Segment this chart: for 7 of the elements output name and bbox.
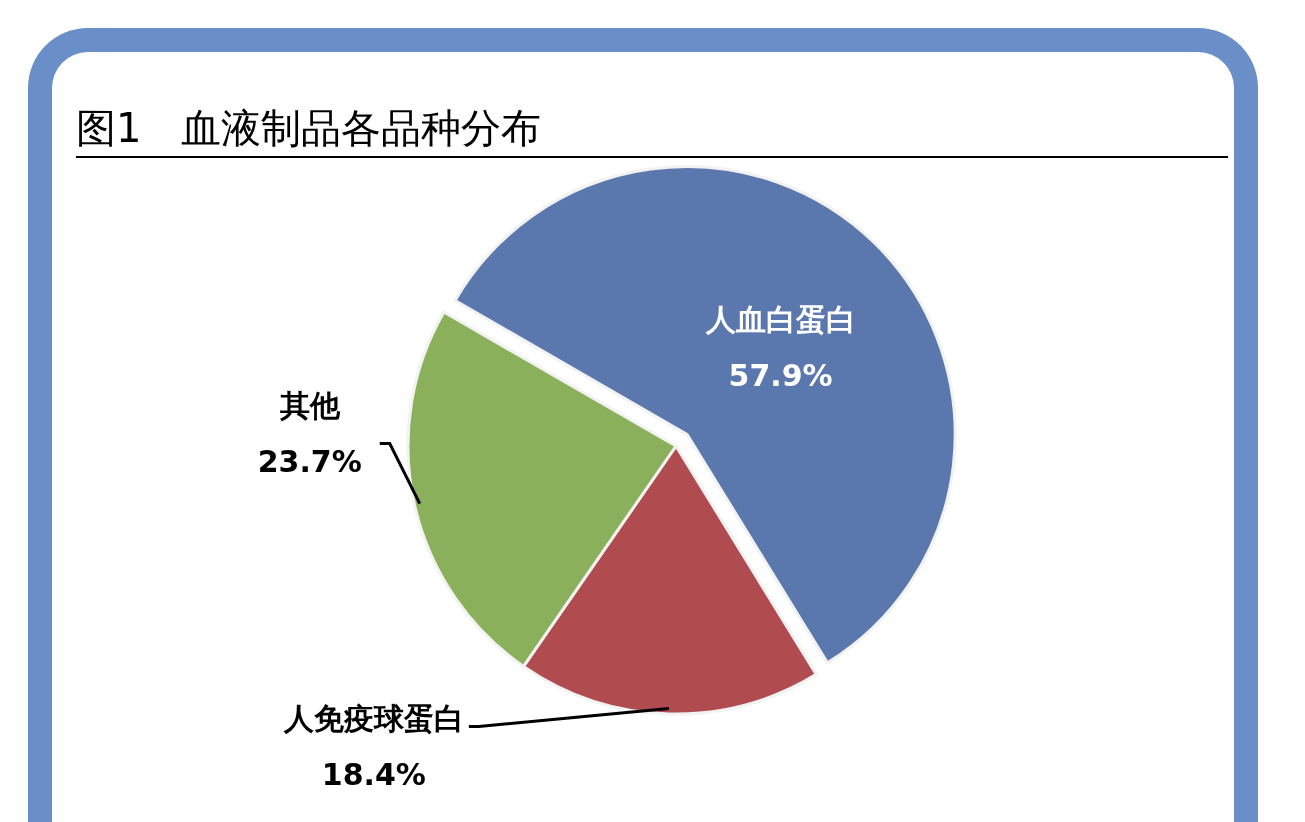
chart-title: 图1 血液制品各品种分布 [76, 100, 1228, 158]
data-label: 57.9% [728, 358, 833, 394]
slice-label: 其他 [278, 387, 341, 423]
slice-label: 人血白蛋白 [704, 302, 856, 338]
data-label: 23.7% [257, 443, 362, 479]
slice-label: 人免疫球蛋白 [282, 700, 464, 736]
data-label: 18.4% [321, 756, 426, 792]
